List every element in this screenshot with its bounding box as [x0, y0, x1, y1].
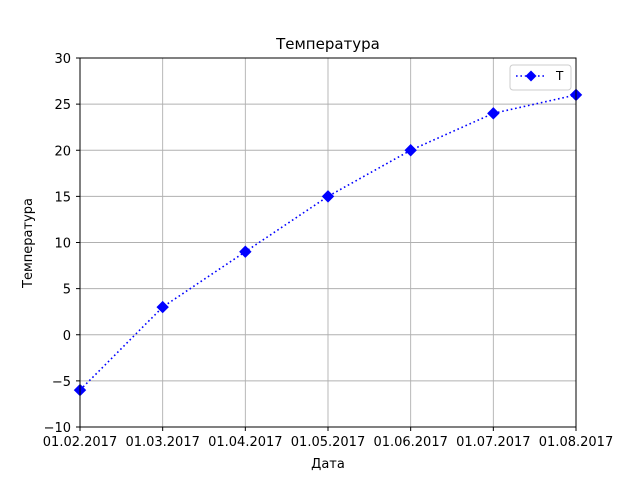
x-tick-label: 01.06.2017: [373, 435, 447, 450]
x-tick-label: 01.07.2017: [456, 435, 530, 450]
data-point-marker: [487, 107, 500, 120]
data-point-marker: [321, 190, 335, 203]
y-tick-label: 15: [54, 190, 71, 205]
y-tick-label: 30: [54, 52, 71, 67]
legend-diamond-marker: [525, 70, 537, 82]
x-tick-label: 01.08.2017: [539, 435, 613, 450]
y-tick-label: −5: [52, 375, 71, 390]
x-tick-label: 01.03.2017: [125, 435, 199, 450]
y-tick-label: −10: [44, 421, 71, 436]
series-layer: [73, 88, 583, 397]
y-tick-label: 5: [63, 283, 71, 298]
legend-entry-label: T: [555, 69, 564, 83]
chart-title: Температура: [275, 35, 380, 53]
y-tick-label: 10: [54, 237, 71, 252]
x-tick-label: 01.04.2017: [208, 435, 282, 450]
data-point-marker: [156, 300, 169, 314]
legend: T: [509, 64, 572, 91]
x-axis-title: Дата: [311, 457, 345, 472]
y-axis-title: Температура: [21, 198, 36, 289]
data-point-marker: [239, 245, 252, 258]
x-tick-label: 01.02.2017: [43, 435, 117, 450]
x-tick-label: 01.05.2017: [291, 435, 365, 450]
y-tick-label: 0: [63, 329, 71, 344]
data-point-marker: [404, 144, 417, 157]
y-tick-label: 20: [54, 144, 71, 159]
legend-box: [509, 64, 572, 91]
y-tick-label: 25: [54, 98, 71, 113]
tick-layer: 01.02.2017 01.03.2017 01.04.2017 01.05.2017…: [43, 52, 613, 450]
